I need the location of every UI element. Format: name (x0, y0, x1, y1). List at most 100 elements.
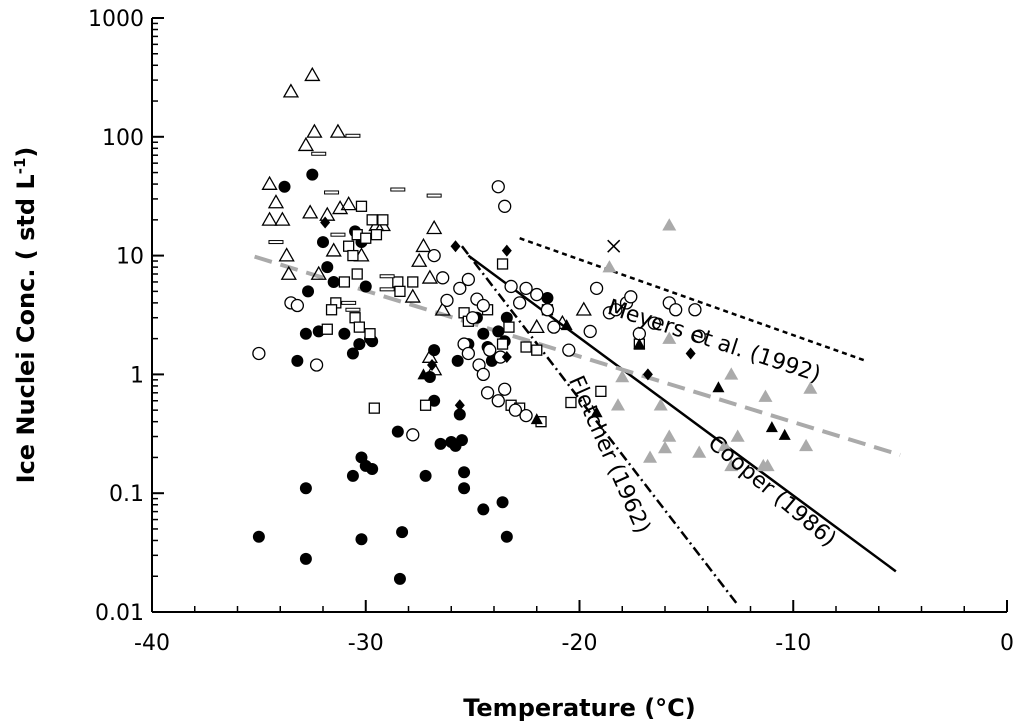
cooper-1986-label: Cooper (1986) (703, 431, 841, 552)
x-tick-label: -40 (134, 631, 170, 656)
y-tick-label: 1000 (88, 7, 144, 32)
data-point-open-square (370, 229, 383, 241)
data-point-gray-triangle (662, 331, 677, 344)
data-point-gray-triangle (610, 398, 625, 411)
data-point-filled-circle (434, 437, 447, 450)
y-tick-label: 1 (130, 363, 144, 388)
fletcher-1962-label: Fletcher (1962) (563, 372, 655, 537)
data-point-filled-circle (396, 526, 409, 539)
data-point-filled-circle (455, 434, 468, 447)
data-point-filled-circle (321, 261, 334, 274)
data-point-open-triangle (267, 194, 285, 209)
data-point-filled-circle (317, 236, 329, 249)
data-point-dash (426, 193, 442, 198)
data-point-open-triangle (404, 288, 421, 303)
data-point-open-square (360, 232, 372, 244)
x-tick-label: -20 (562, 631, 598, 656)
data-point-filled-circle (453, 408, 466, 421)
data-point-gray-triangle (662, 218, 677, 231)
data-point-filled-triangle (712, 381, 725, 393)
data-point-dash (379, 287, 395, 292)
data-point-open-square (321, 323, 333, 335)
data-point-open-circle (480, 386, 495, 400)
data-point-open-square (595, 385, 607, 397)
data-point-filled-circle (299, 552, 312, 565)
data-point-open-circle (530, 287, 544, 302)
data-point-open-triangle (528, 318, 545, 334)
y-axis-ticks: 0.01 0.1 1 10 100 1000 (88, 7, 164, 626)
data-point-gray-triangle (717, 438, 732, 452)
data-point-gray-triangle (730, 429, 745, 442)
data-point-open-square (392, 276, 404, 288)
data-point-gray-triangle (803, 381, 818, 394)
data-point-open-square (496, 258, 509, 270)
data-point-open-circle (465, 311, 480, 325)
data-point-open-square (364, 328, 376, 340)
data-point-open-square (503, 321, 515, 333)
data-point-open-triangle (261, 211, 278, 226)
data-point-dash (341, 300, 357, 305)
data-point-open-circle (440, 293, 454, 308)
data-point-filled-circle (458, 482, 471, 495)
data-point-open-circle (491, 394, 505, 408)
data-point-open-triangle (421, 269, 438, 284)
data-point-open-circle (436, 271, 450, 285)
data-point-open-triangle (426, 219, 443, 235)
data-point-open-triangle (278, 247, 295, 262)
data-point-open-square (368, 402, 380, 414)
y-axis-title-tail: ) (12, 147, 40, 158)
data-point-open-triangle (325, 242, 342, 257)
data-point-dash (268, 240, 284, 245)
data-point-open-square (377, 214, 389, 226)
data-point-open-circle (547, 320, 561, 334)
data-point-filled-triangle (765, 421, 778, 433)
data-point-filled-diamond (427, 358, 438, 371)
data-point-filled-circle (477, 327, 490, 340)
data-point-open-triangle (340, 196, 357, 211)
data-point-open-circle (519, 408, 533, 423)
data-point-open-triangle (434, 301, 451, 316)
data-point-filled-circle (299, 327, 312, 340)
cooper-1986-line (467, 254, 897, 573)
data-point-filled-circle (492, 325, 505, 338)
x-tick-label: 0 (1000, 631, 1014, 656)
data-point-open-triangle (310, 265, 327, 280)
data-point-filled-diamond (320, 216, 331, 229)
data-point-open-square (325, 304, 338, 316)
data-point-filled-circle (355, 533, 368, 546)
data-point-open-square (353, 321, 365, 333)
axes: 0.01 0.1 1 10 100 1000 -40 -30 -20 -10 0 (88, 7, 1014, 656)
data-point-filled-circle (346, 347, 359, 360)
meyers-et-al-1992-line (519, 237, 867, 363)
data-point-gray-triangle (799, 438, 814, 452)
data-point-filled-circle (359, 280, 372, 293)
data-point-open-square (531, 344, 543, 356)
data-point-open-triangle (411, 252, 428, 267)
data-point-dash (330, 232, 346, 237)
data-point-filled-circle (541, 291, 554, 304)
x-axis-title: Temperature (°C) (463, 694, 696, 722)
data-point-open-circle (624, 290, 638, 304)
data-point-filled-circle (500, 530, 513, 543)
data-point-gray-triangle (760, 458, 775, 472)
data-point-open-triangle (302, 204, 319, 219)
data-point-filled-circle (496, 496, 509, 509)
data-point-open-circle (647, 316, 661, 330)
data-point-open-circle (427, 248, 441, 263)
data-point-filled-circle (338, 327, 351, 340)
data-point-open-circle (476, 367, 490, 382)
data-point-open-circle (498, 382, 512, 396)
data-point-open-circle (483, 343, 497, 357)
data-point-filled-diamond (501, 351, 512, 364)
data-point-open-square (355, 200, 368, 212)
x-tick-label: -30 (348, 631, 384, 656)
data-point-open-circle (290, 298, 305, 313)
data-point-open-circle (540, 303, 555, 317)
data-point-filled-triangle (417, 368, 430, 380)
data-point-open-square (338, 276, 351, 288)
data-point-open-triangle (575, 301, 592, 316)
data-point-filled-circle (353, 338, 366, 351)
y-tick-label: 100 (102, 126, 144, 151)
data-point-open-triangle (304, 66, 321, 82)
data-point-open-circle (589, 281, 604, 296)
